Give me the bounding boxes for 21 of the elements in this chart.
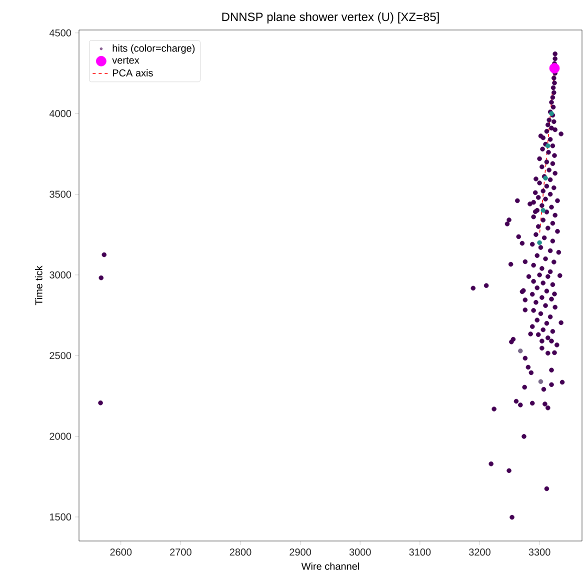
x-tick-label: 3000: [349, 548, 371, 556]
x-tick-label: 2700: [170, 548, 192, 556]
x-tick-label: 3200: [468, 548, 490, 556]
x-tick-label: 2900: [290, 548, 312, 556]
y-tick-label: 3000: [50, 271, 72, 278]
x-tick-label: 3300: [528, 548, 550, 556]
y-tick-label: 4500: [49, 29, 72, 36]
x-tick-label: 3100: [409, 548, 431, 556]
y-tick-label: 4000: [49, 110, 72, 118]
legend-label: PCA axis: [112, 69, 153, 76]
legend-label: vertex: [112, 57, 140, 64]
y-tick-label: 3500: [50, 190, 72, 198]
y-tick-label: 1500: [50, 513, 72, 520]
y-tick-label: 2000: [50, 432, 72, 440]
x-tick-label: 2800: [230, 548, 252, 556]
x-axis-title: Wire channel: [301, 562, 359, 570]
x-tick-label: 2600: [110, 548, 132, 556]
y-tick-label: 2500: [50, 352, 72, 360]
chart-title: DNNSP plane shower vertex (U) [XZ=85]: [222, 12, 439, 24]
legend-label: hits (color=charge): [112, 44, 195, 54]
y-axis-title: Time tick: [35, 266, 42, 306]
